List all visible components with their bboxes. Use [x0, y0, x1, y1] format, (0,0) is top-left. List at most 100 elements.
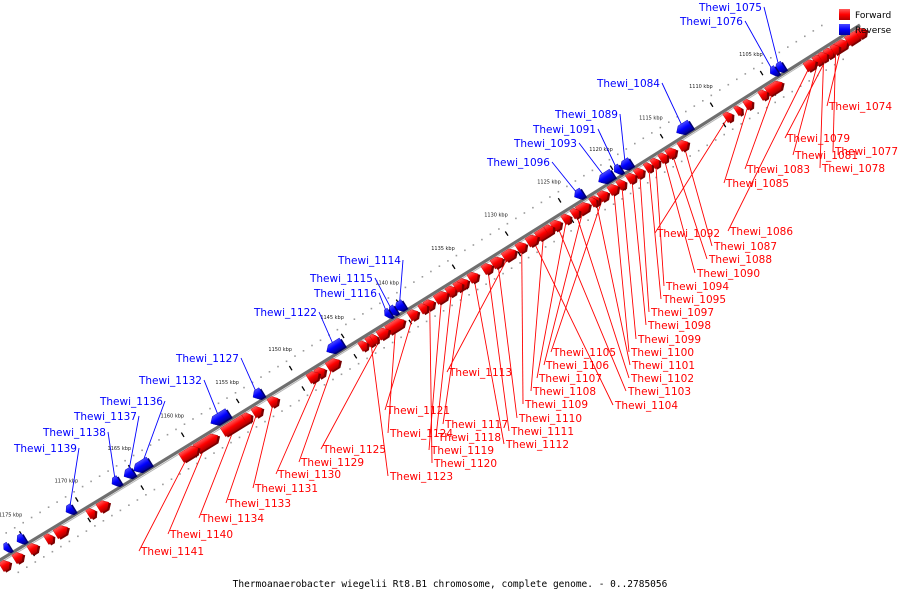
gene-arrow-Thewi_1086[interactable]	[802, 56, 821, 73]
gene-arrow-Thewi_1132[interactable]	[208, 408, 233, 429]
gene-arrow-unlabeled[interactable]	[543, 222, 558, 237]
gene-label-Thewi_1081[interactable]: Thewi_1081	[794, 150, 858, 162]
gene-arrow-Thewi_1102[interactable]	[569, 206, 584, 221]
gene-arrow-Thewi_1109[interactable]	[514, 239, 531, 255]
gene-label-Thewi_1124[interactable]: Thewi_1124	[389, 428, 453, 440]
gene-arrow-unlabeled[interactable]	[1, 541, 14, 555]
gene-label-Thewi_1092[interactable]: Thewi_1092	[656, 228, 720, 240]
gene-label-Thewi_1103[interactable]: Thewi_1103	[627, 386, 691, 398]
gene-arrow-unlabeled[interactable]	[854, 24, 871, 40]
gene-label-Thewi_1129[interactable]: Thewi_1129	[300, 457, 364, 469]
gene-arrow-Thewi_1130[interactable]	[313, 364, 330, 380]
gene-arrow-Thewi_1076[interactable]	[768, 65, 782, 80]
gene-arrow-unlabeled[interactable]	[43, 531, 58, 546]
gene-arrow-unlabeled[interactable]	[757, 87, 772, 102]
gene-label-Thewi_1114[interactable]: Thewi_1114	[337, 255, 401, 267]
gene-label-Thewi_1076[interactable]: Thewi_1076	[679, 16, 743, 28]
gene-label-Thewi_1077[interactable]: Thewi_1077	[834, 146, 898, 158]
gene-label-Thewi_1141[interactable]: Thewi_1141	[140, 546, 204, 558]
gene-arrow-Thewi_1089[interactable]	[618, 157, 636, 174]
gene-label-Thewi_1120[interactable]: Thewi_1120	[433, 458, 497, 470]
gene-label-Thewi_1107[interactable]: Thewi_1107	[538, 373, 602, 385]
gene-label-Thewi_1099[interactable]: Thewi_1099	[637, 334, 701, 346]
gene-arrow-unlabeled[interactable]	[26, 540, 43, 556]
gene-label-Thewi_1105[interactable]: Thewi_1105	[552, 347, 616, 359]
gene-arrow-Thewi_1122[interactable]	[324, 337, 347, 357]
gene-arrow-unlabeled[interactable]	[95, 497, 114, 514]
gene-arrow-Thewi_1092[interactable]	[722, 109, 737, 124]
gene-label-Thewi_1132[interactable]: Thewi_1132	[138, 375, 202, 387]
gene-label-Thewi_1088[interactable]: Thewi_1088	[708, 254, 772, 266]
gene-label-Thewi_1091[interactable]: Thewi_1091	[532, 124, 596, 136]
gene-arrow-unlabeled[interactable]	[14, 532, 29, 547]
gene-label-Thewi_1123[interactable]: Thewi_1123	[389, 471, 453, 483]
gene-arrow-Thewi_1103[interactable]	[549, 217, 566, 233]
gene-label-Thewi_1079[interactable]: Thewi_1079	[786, 133, 850, 145]
gene-label-Thewi_1115[interactable]: Thewi_1115	[309, 273, 373, 285]
gene-arrow-Thewi_1098[interactable]	[624, 170, 640, 186]
gene-label-Thewi_1130[interactable]: Thewi_1130	[277, 469, 341, 481]
gene-label-Thewi_1117[interactable]: Thewi_1117	[444, 419, 508, 431]
gene-arrow-Thewi_1125[interactable]	[375, 325, 394, 342]
gene-arrow-Thewi_1099[interactable]	[615, 177, 630, 192]
gene-label-Thewi_1074[interactable]: Thewi_1074	[828, 101, 892, 113]
gene-arrow-Thewi_1095[interactable]	[642, 160, 657, 175]
gene-label-Thewi_1139[interactable]: Thewi_1139	[13, 443, 77, 455]
gene-arrow-Thewi_1113[interactable]	[500, 245, 521, 263]
gene-arrow-unlabeled[interactable]	[369, 332, 383, 346]
gene-arrow-Thewi_1112[interactable]	[466, 269, 483, 285]
gene-label-Thewi_1127[interactable]: Thewi_1127	[175, 353, 239, 365]
gene-label-Thewi_1106[interactable]: Thewi_1106	[545, 360, 609, 372]
gene-label-Thewi_1086[interactable]: Thewi_1086	[729, 226, 793, 238]
gene-arrow-Thewi_1127[interactable]	[250, 387, 267, 403]
gene-arrow-unlabeled[interactable]	[11, 549, 28, 565]
gene-label-Thewi_1094[interactable]: Thewi_1094	[665, 281, 729, 293]
gene-arrow-Thewi_1078[interactable]	[817, 49, 832, 64]
gene-arrow-Thewi_1133[interactable]	[250, 403, 267, 419]
gene-arrow-unlabeled[interactable]	[417, 301, 432, 316]
gene-arrow-Thewi_1120[interactable]	[422, 296, 439, 312]
gene-label-Thewi_1089[interactable]: Thewi_1089	[554, 109, 618, 121]
gene-label-Thewi_1084[interactable]: Thewi_1084	[596, 78, 660, 90]
gene-label-Thewi_1090[interactable]: Thewi_1090	[696, 268, 760, 280]
gene-label-Thewi_1121[interactable]: Thewi_1121	[386, 405, 450, 417]
gene-label-Thewi_1075[interactable]: Thewi_1075	[698, 2, 762, 14]
gene-arrow-Thewi_1129[interactable]	[324, 355, 344, 373]
gene-arrow-unlabeled[interactable]	[588, 195, 601, 209]
gene-label-Thewi_1101[interactable]: Thewi_1101	[631, 360, 695, 372]
gene-arrow-Thewi_1110[interactable]	[489, 253, 508, 270]
gene-label-Thewi_1119[interactable]: Thewi_1119	[430, 445, 494, 457]
gene-label-Thewi_1085[interactable]: Thewi_1085	[725, 178, 789, 190]
gene-label-Thewi_1138[interactable]: Thewi_1138	[42, 427, 106, 439]
gene-arrow-Thewi_1119[interactable]	[432, 288, 453, 306]
gene-arrow-unlabeled[interactable]	[0, 557, 15, 573]
gene-label-Thewi_1104[interactable]: Thewi_1104	[614, 400, 678, 412]
gene-arrow-Thewi_1093[interactable]	[596, 168, 618, 187]
gene-arrow-Thewi_1094[interactable]	[649, 155, 664, 170]
gene-arrow-Thewi_1111[interactable]	[480, 260, 497, 276]
gene-arrow-Thewi_1138[interactable]	[109, 475, 124, 490]
gene-label-Thewi_1137[interactable]: Thewi_1137	[73, 411, 137, 423]
gene-arrow-Thewi_1107[interactable]	[560, 211, 575, 226]
gene-arrow-unlabeled[interactable]	[241, 410, 256, 425]
gene-label-Thewi_1113[interactable]: Thewi_1113	[448, 367, 512, 379]
gene-label-Thewi_1087[interactable]: Thewi_1087	[713, 241, 777, 253]
gene-label-Thewi_1078[interactable]: Thewi_1078	[821, 163, 885, 175]
gene-arrow-Thewi_1090[interactable]	[657, 150, 672, 165]
gene-label-Thewi_1100[interactable]: Thewi_1100	[630, 347, 694, 359]
gene-arrow-unlabeled[interactable]	[733, 103, 746, 117]
gene-label-Thewi_1118[interactable]: Thewi_1118	[437, 432, 501, 444]
gene-arrow-Thewi_1085[interactable]	[742, 97, 757, 112]
gene-label-Thewi_1093[interactable]: Thewi_1093	[513, 138, 577, 150]
gene-label-Thewi_1096[interactable]: Thewi_1096	[486, 157, 550, 169]
gene-label-Thewi_1083[interactable]: Thewi_1083	[746, 164, 810, 176]
gene-arrow-unlabeled[interactable]	[305, 368, 324, 385]
gene-arrow-Thewi_1091[interactable]	[612, 163, 626, 178]
gene-label-Thewi_1134[interactable]: Thewi_1134	[200, 513, 264, 525]
gene-arrow-Thewi_1116[interactable]	[382, 307, 395, 321]
gene-label-Thewi_1098[interactable]: Thewi_1098	[647, 320, 711, 332]
gene-label-Thewi_1116[interactable]: Thewi_1116	[313, 288, 377, 300]
gene-arrow-Thewi_1131[interactable]	[266, 393, 283, 409]
gene-arrow-Thewi_1087[interactable]	[676, 137, 693, 153]
gene-label-Thewi_1110[interactable]: Thewi_1110	[518, 413, 582, 425]
